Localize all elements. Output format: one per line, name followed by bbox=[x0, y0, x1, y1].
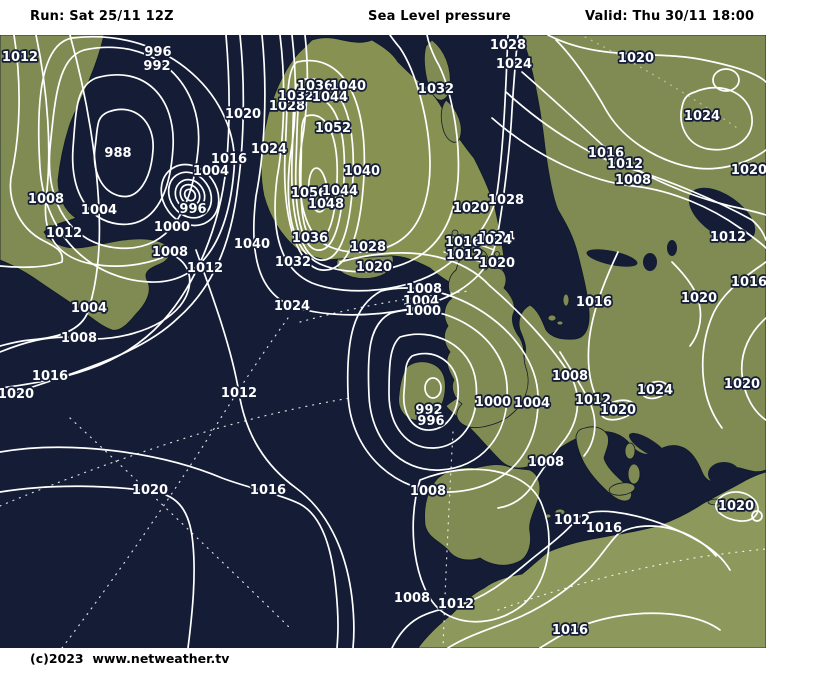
pressure-label: 1024 bbox=[496, 57, 532, 72]
pressure-label: 1016 bbox=[586, 521, 622, 536]
pressure-label: 1008 bbox=[394, 591, 430, 606]
pressure-label: 1024 bbox=[637, 383, 673, 398]
pressure-label: 1020 bbox=[479, 256, 515, 271]
pressure-label: 1020 bbox=[681, 291, 717, 306]
pressure-label: 1036 bbox=[297, 79, 333, 94]
pressure-label: 1020 bbox=[618, 51, 654, 66]
pressure-label: 1024 bbox=[251, 142, 287, 157]
pressure-label: 1016 bbox=[731, 275, 766, 290]
pressure-label: 1004 bbox=[71, 301, 107, 316]
pressure-label: 1020 bbox=[600, 403, 636, 418]
pressure-label: 1044 bbox=[322, 184, 358, 199]
pressure-label: 1016 bbox=[445, 235, 481, 250]
pressure-label: 1012 bbox=[221, 386, 257, 401]
pressure-label: 1032 bbox=[418, 82, 454, 97]
pressure-label: 1012 bbox=[46, 226, 82, 241]
pressure-label: 1000 bbox=[475, 395, 511, 410]
pressure-label: 1024 bbox=[274, 299, 310, 314]
pressure-label: 1020 bbox=[731, 163, 766, 178]
pressure-label: 1000 bbox=[154, 220, 190, 235]
pressure-label: 996 bbox=[179, 202, 206, 217]
pressure-label: 1028 bbox=[350, 240, 386, 255]
pressure-label: 1012 bbox=[575, 393, 611, 408]
pressure-label: 1016 bbox=[211, 152, 247, 167]
pressure-label: 1024 bbox=[476, 233, 512, 248]
valid-time-label: Valid: Thu 30/11 18:00 bbox=[585, 9, 755, 24]
pressure-label: 1016 bbox=[576, 295, 612, 310]
pressure-label: 1044 bbox=[312, 90, 348, 105]
pressure-label: 1020 bbox=[0, 387, 34, 402]
pressure-label: 1004 bbox=[403, 294, 439, 309]
pressure-label: 992 bbox=[415, 403, 442, 418]
pressure-map-canvas: 1012 996992988102010161004996100010081004… bbox=[0, 35, 766, 648]
pressure-label: 996 bbox=[417, 414, 444, 429]
pressure-label: 1036 bbox=[292, 231, 328, 246]
model-run-label: Run: Sat 25/11 12Z bbox=[30, 9, 174, 24]
graticule-lines bbox=[0, 36, 766, 648]
pressure-label: 1052 bbox=[315, 121, 351, 136]
pressure-label: 1056 bbox=[291, 186, 327, 201]
pressure-label: 1000 bbox=[405, 304, 441, 319]
pressure-label: 1024 bbox=[479, 230, 515, 245]
pressure-label: 1012 bbox=[607, 157, 643, 172]
pressure-label: 996 bbox=[144, 45, 171, 60]
pressure-label: 1012 bbox=[2, 50, 38, 65]
pressure-label: 1008 bbox=[152, 245, 188, 260]
pressure-label: 1004 bbox=[81, 203, 117, 218]
pressure-label: 1020 bbox=[718, 499, 754, 514]
pressure-label: 1020 bbox=[724, 377, 760, 392]
pressure-label: 1012 bbox=[710, 230, 746, 245]
pressure-label: 1004 bbox=[514, 396, 550, 411]
pressure-label: 1028 bbox=[488, 193, 524, 208]
pressure-label: 1040 bbox=[330, 79, 366, 94]
pressure-label: 1016 bbox=[588, 146, 624, 161]
pressure-label: 1008 bbox=[528, 455, 564, 470]
pressure-label: 1008 bbox=[61, 331, 97, 346]
pressure-label: 1032 bbox=[275, 255, 311, 270]
pressure-label: 1040 bbox=[234, 237, 270, 252]
pressure-labels: 1012 996992988102010161004996100010081004… bbox=[0, 36, 766, 639]
pressure-label: 992 bbox=[143, 59, 170, 74]
pressure-label: 1028 bbox=[490, 38, 526, 53]
pressure-label: 1020 bbox=[132, 483, 168, 498]
pressure-label: 1008 bbox=[28, 192, 64, 207]
pressure-label: 988 bbox=[104, 146, 131, 161]
pressure-label: 1016 bbox=[32, 369, 68, 384]
pressure-label: 1004 bbox=[193, 164, 229, 179]
pressure-label: 1012 bbox=[438, 597, 474, 612]
pressure-label: 1012 bbox=[446, 248, 482, 263]
pressure-label: 1040 bbox=[344, 164, 380, 179]
pressure-label: 1020 bbox=[453, 201, 489, 216]
pressure-label: 1024 bbox=[684, 109, 720, 124]
pressure-label: 1008 bbox=[406, 282, 442, 297]
pressure-label: 1016 bbox=[552, 623, 588, 638]
pressure-label: 1008 bbox=[615, 173, 651, 188]
pressure-label: 1008 bbox=[552, 369, 588, 384]
pressure-label: 1020 bbox=[356, 260, 392, 275]
pressure-label: 1048 bbox=[308, 197, 344, 212]
pressure-label: 1016 bbox=[250, 483, 286, 498]
pressure-map: 1012 996 992 988 1020 1016 1004 996 1000 1008 1004… bbox=[0, 35, 766, 648]
inland-seas bbox=[586, 187, 756, 486]
isobar-contours bbox=[0, 35, 766, 648]
map-title: Sea Level pressure bbox=[368, 9, 511, 24]
pressure-label: 1012 bbox=[187, 261, 223, 276]
pressure-label: 1020 bbox=[225, 107, 261, 122]
pressure-label: 1032 bbox=[278, 89, 314, 104]
pressure-label: 1008 bbox=[410, 484, 446, 499]
pressure-label: 1028 bbox=[269, 99, 305, 114]
pressure-label: 1012 bbox=[554, 513, 590, 528]
copyright-label: (c)2023 www.netweather.tv bbox=[30, 651, 230, 666]
